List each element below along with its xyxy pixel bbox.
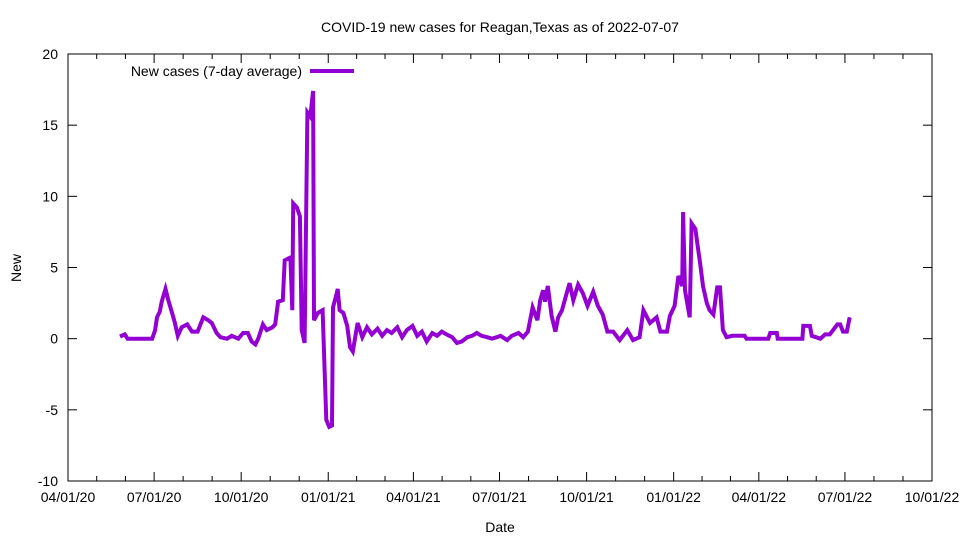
y-tick-label: 15 [42,117,58,133]
x-tick-label: 01/01/21 [301,489,356,505]
legend: New cases (7-day average) [131,63,354,79]
y-tick-label: 20 [42,46,58,62]
y-axis-label: New [8,253,24,282]
plot-border [67,53,933,482]
y-tick-label: 10 [42,188,58,204]
y-tick-label: -10 [38,473,58,489]
y-axis: -10 -5 0 5 10 15 20 [38,46,932,489]
x-tick-label: 10/01/22 [905,489,960,505]
series-line-new-cases [119,90,852,430]
x-axis: 04/01/20 07/01/20 10/01/20 01/01/21 04/01/21… [41,54,960,505]
x-tick-label: 01/01/22 [646,489,701,505]
chart-title: COVID-19 new cases for Reagan,Texas as o… [321,19,679,35]
x-tick-label: 04/01/22 [732,489,787,505]
x-tick-label: 07/01/21 [472,489,527,505]
x-tick-label: 10/01/20 [214,489,269,505]
x-tick-label: 10/01/21 [559,489,614,505]
x-axis-label: Date [485,519,515,535]
x-tick-label: 04/01/20 [41,489,96,505]
legend-label: New cases (7-day average) [131,63,302,79]
x-tick-label: 04/01/21 [386,489,441,505]
y-tick-label: -5 [46,402,59,418]
x-tick-label: 07/01/20 [127,489,182,505]
series-group [119,90,852,430]
x-tick-label: 07/01/22 [818,489,873,505]
y-tick-label: 5 [50,260,58,276]
y-tick-label: 0 [50,331,58,347]
